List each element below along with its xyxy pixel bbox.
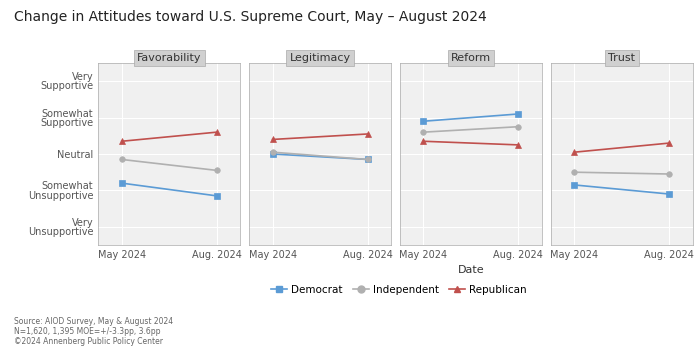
Title: Favorability: Favorability bbox=[137, 53, 202, 63]
Title: Reform: Reform bbox=[451, 53, 491, 63]
X-axis label: Date: Date bbox=[458, 265, 484, 275]
Text: Source: AIOD Survey, May & August 2024
N=1,620, 1,395 MOE=+/-3.3pp, 3.6pp
©2024 : Source: AIOD Survey, May & August 2024 N… bbox=[14, 317, 173, 346]
Text: Change in Attitudes toward U.S. Supreme Court, May – August 2024: Change in Attitudes toward U.S. Supreme … bbox=[14, 10, 486, 25]
Legend: Democrat, Independent, Republican: Democrat, Independent, Republican bbox=[267, 281, 531, 299]
Title: Legitimacy: Legitimacy bbox=[290, 53, 351, 63]
Title: Trust: Trust bbox=[608, 53, 636, 63]
